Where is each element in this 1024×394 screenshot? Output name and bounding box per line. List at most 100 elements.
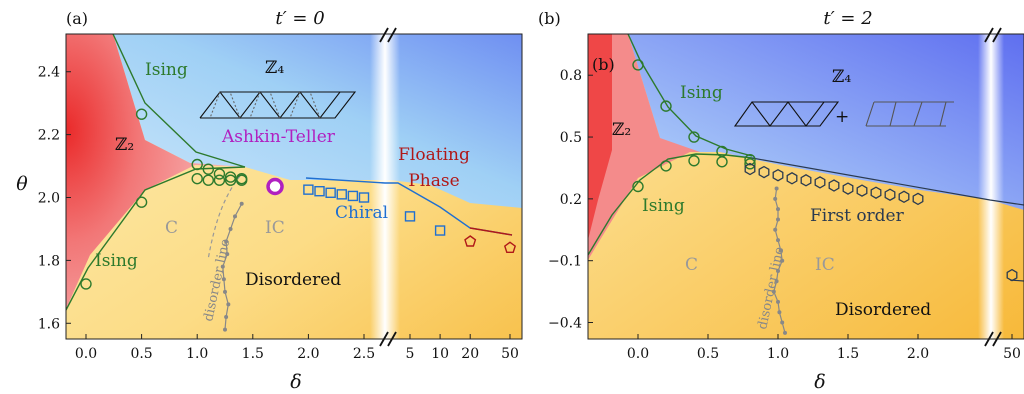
ising-point-b <box>688 155 700 167</box>
panel-a-regions <box>66 34 522 339</box>
disorder-line-path-b <box>773 188 786 333</box>
x-tick-label-b: 1.5 <box>837 346 859 362</box>
ising-point-a <box>224 174 237 186</box>
chart-title-b: t′ = 2 <box>823 8 872 29</box>
first-order-point-b <box>744 162 756 176</box>
axis-break-marks <box>379 27 1002 347</box>
region-label-ising-top-b: Ising <box>680 83 723 103</box>
y-tick-label-a: 1.6 <box>38 316 60 332</box>
plot-frame-b <box>587 33 1024 340</box>
ising-point-a <box>213 174 226 186</box>
chiral-point-a <box>303 184 314 195</box>
panel-b-regions <box>588 34 1024 339</box>
plus-sign-b: + <box>835 107 849 127</box>
first-order-point-b <box>870 186 882 199</box>
x-tick-label-a: 0.0 <box>75 346 97 362</box>
ising-point-b <box>744 154 756 166</box>
x-tick-label-b: 0.5 <box>697 346 719 362</box>
x-tick-label-a: 20 <box>461 346 479 362</box>
y-tick-label-b: 0.2 <box>560 192 582 208</box>
disorder-line-path-a <box>222 203 243 330</box>
first-order-point-b <box>898 190 910 204</box>
z4-region-b <box>628 34 1024 210</box>
x-tick-label-b: 50 <box>1003 346 1021 362</box>
ising-point-b <box>716 156 728 168</box>
panel-label-b: (b) <box>538 9 561 28</box>
first-order-point-b <box>800 174 812 187</box>
y-tick-label-b: −0.1 <box>548 254 582 270</box>
region-label-z4-a: ℤ₄ <box>265 58 284 78</box>
ising-point-b <box>632 180 644 193</box>
ising-point-a <box>202 163 215 175</box>
ising-point-b <box>660 100 672 112</box>
floating-point-a <box>503 241 517 254</box>
disorder-line-point-b <box>783 330 787 335</box>
ising-point-a <box>80 278 92 290</box>
chiral-point-a <box>358 192 370 203</box>
ising-point-a <box>202 174 215 186</box>
region-label-ising-bottom-b: Ising <box>642 196 685 216</box>
region-label-disordered-b: Disordered <box>835 300 931 320</box>
y-tick-label-a: 1.8 <box>38 253 60 269</box>
ising-point-a <box>191 158 203 171</box>
first-order-boundary-b <box>751 157 1024 206</box>
region-label-z2-a: ℤ₂ <box>115 135 134 155</box>
y-tick-label-b: −0.4 <box>548 316 582 332</box>
first-order-point-b <box>842 182 854 195</box>
first-order-point-b <box>814 176 826 189</box>
lattice-icon-b <box>733 101 954 127</box>
y-axis-label-a: θ <box>16 173 28 195</box>
x-tick-label-a: 10 <box>431 346 449 362</box>
chiral-point-a <box>325 187 336 198</box>
ashkin-teller-point-a <box>266 177 284 196</box>
y-tick-label-b: 0.5 <box>560 130 582 146</box>
z2-core-b <box>588 34 612 240</box>
chart-title-a: t′ = 0 <box>275 8 324 29</box>
plot-frame-a <box>65 33 523 340</box>
ising-boundary-upper-a <box>112 34 246 168</box>
ising-point-a <box>191 172 203 185</box>
first-order-point-b <box>772 168 784 182</box>
region-label-chiral: Chiral <box>335 203 388 223</box>
y-tick-label-a: 2.4 <box>38 65 60 81</box>
x-tick-label-a: 50 <box>501 346 519 362</box>
x-tick-label-a: 2.0 <box>297 346 319 362</box>
y-tick-label-a: 2.2 <box>38 128 60 144</box>
floating-boundary-a <box>469 227 513 236</box>
x-tick-label-b: 2.0 <box>907 346 929 362</box>
ising-point-a <box>224 171 237 183</box>
panel-label-b-inner: (b) <box>592 55 615 74</box>
first-order-point-b <box>856 184 868 197</box>
x-tick-label-a: 1.5 <box>242 346 264 362</box>
x-axis-label-a: δ <box>290 371 301 393</box>
chiral-point-a <box>434 225 446 236</box>
axis-break-band-b <box>978 34 1004 339</box>
y-tick-label-b: 0.8 <box>560 68 582 84</box>
x-tick-label-b: 1.0 <box>767 346 789 362</box>
x-tick-label-a: 2.5 <box>353 346 375 362</box>
x-tick-label-a: 1.0 <box>186 346 208 362</box>
lattice-icon-a <box>199 91 357 119</box>
chiral-point-a <box>347 190 359 202</box>
first-order-point-b <box>786 172 798 185</box>
panel-label-a: (a) <box>66 9 88 28</box>
axes-b: 0.0 0.5 1.0 1.5 2.0 50 0.8 0.5 0.2 −0.1 −0.4 <box>548 68 1021 362</box>
first-order-point-b <box>828 179 840 192</box>
region-label-first-order: First order <box>810 206 905 226</box>
chiral-point-a <box>336 189 347 200</box>
axes-a: 0.0 0.5 1.0 1.5 2.0 2.5 5 10 20 50 1.6 1.8 2.0 2.2 2.4 <box>38 65 519 362</box>
ising-point-b <box>688 131 700 143</box>
x-tick-label-b: 0.0 <box>627 346 649 362</box>
ising-point-a <box>235 174 248 186</box>
region-label-z2-b: ℤ₂ <box>612 120 631 140</box>
chiral-point-a <box>404 211 416 222</box>
ising-point-a <box>135 108 148 120</box>
z2-region-a <box>66 34 245 310</box>
ising-point-b <box>744 158 756 170</box>
region-label-floating-2: Phase <box>408 171 459 191</box>
x-tick-label-a: 5 <box>406 346 415 362</box>
z4-region-a <box>113 34 522 208</box>
floating-point-a <box>464 235 477 247</box>
region-label-ic-a: IC <box>265 218 285 238</box>
